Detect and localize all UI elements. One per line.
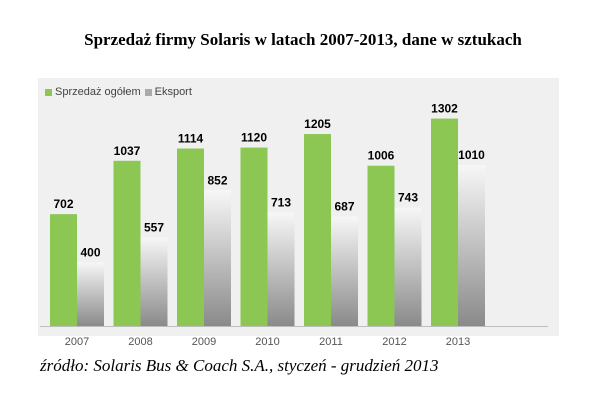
legend-swatch-export	[144, 88, 152, 96]
x-tick-label-2010: 2010	[255, 336, 279, 348]
legend-label-export: Eksport	[154, 86, 192, 98]
data-label-total-2009: 1114	[178, 132, 204, 146]
data-label-total-2007: 702	[53, 197, 73, 211]
bar-export-2008	[140, 237, 168, 326]
x-tick-label-2009: 2009	[192, 336, 216, 348]
bar-total-2013	[431, 118, 458, 326]
data-label-export-2007: 400	[80, 245, 100, 259]
legend-swatch-total	[45, 88, 52, 96]
data-label-total-2008: 1037	[114, 144, 141, 158]
data-label-export-2013: 1010	[458, 148, 485, 162]
bar-export-2013	[458, 165, 485, 326]
bar-export-2012	[394, 207, 422, 326]
data-label-export-2011: 687	[334, 200, 354, 214]
bar-total-2009	[177, 148, 204, 326]
bar-export-2009	[204, 190, 231, 326]
legend-label-total: Sprzedaż ogółem	[55, 86, 141, 98]
chart-title: Sprzedaż firmy Solaris w latach 2007-201…	[84, 30, 522, 49]
bar-total-2012	[367, 165, 395, 326]
data-label-total-2013: 1302	[431, 102, 458, 116]
bar-total-2010	[240, 147, 268, 326]
x-tick-label-2007: 2007	[65, 336, 89, 348]
data-label-total-2010: 1120	[241, 131, 267, 145]
legend-item-export: Eksport	[144, 86, 192, 98]
legend-item-total: Sprzedaż ogółem	[45, 86, 141, 98]
bar-export-2011	[331, 216, 358, 326]
bar-export-2010	[267, 212, 295, 326]
x-tick-label-2011: 2011	[319, 336, 343, 348]
x-tick-label-2013: 2013	[446, 336, 470, 348]
bar-export-2007	[77, 262, 104, 326]
data-label-export-2009: 852	[207, 173, 227, 187]
x-tick-label-2008: 2008	[128, 336, 152, 348]
legend: Sprzedaż ogółem Eksport	[45, 86, 192, 98]
bar-total-2011	[304, 134, 331, 326]
bar-total-2008	[113, 160, 141, 326]
data-label-export-2012: 743	[398, 191, 418, 205]
source-note: źródło: Solaris Bus & Coach S.A., stycze…	[40, 356, 439, 375]
data-label-export-2010: 713	[271, 195, 291, 209]
bar-total-2007	[50, 214, 77, 326]
data-label-total-2011: 1205	[304, 117, 331, 131]
data-label-total-2012: 1006	[368, 149, 395, 163]
data-label-export-2008: 557	[144, 220, 164, 234]
x-tick-label-2012: 2012	[382, 336, 406, 348]
